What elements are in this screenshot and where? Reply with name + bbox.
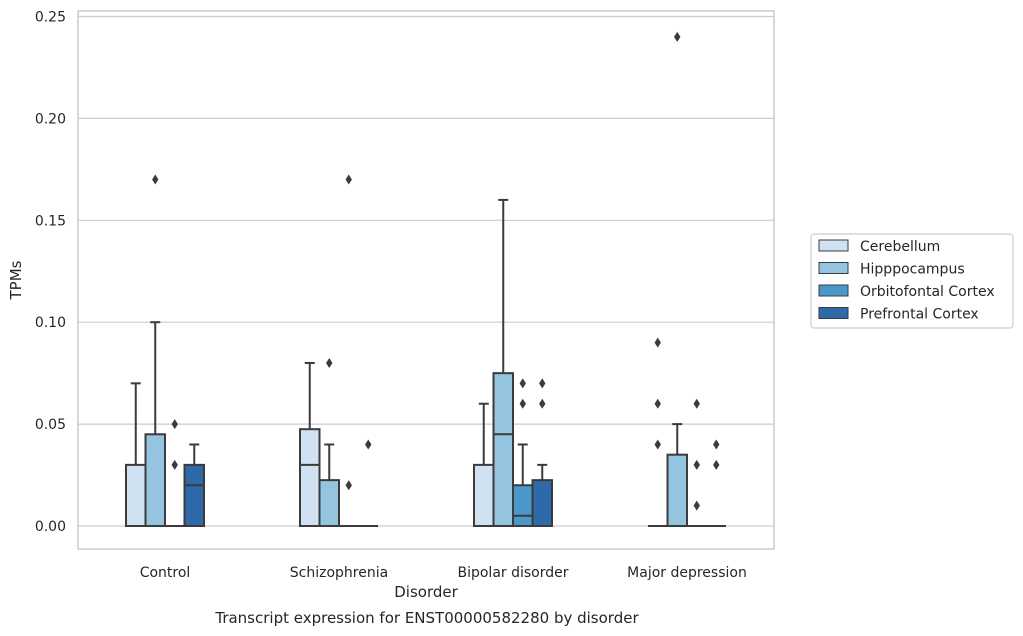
box-series <box>125 31 726 528</box>
box-hipppocampus <box>492 198 514 527</box>
box-orbitofontal-cortex <box>512 378 534 527</box>
box-prefrontal-cortex <box>358 439 378 527</box>
box <box>666 453 688 528</box>
legend: Cerebellum Hipppocampus Orbitofontal Corte… <box>810 233 1014 329</box>
outlier-point <box>345 174 352 185</box>
outlier-point <box>654 337 661 348</box>
chart-caption: Transcript expression for ENST0000058228… <box>214 609 639 627</box>
box-cerebellum <box>299 361 321 528</box>
legend-label: Prefrontal Cortex <box>860 307 979 323</box>
outlier-point <box>365 439 372 450</box>
outlier-point <box>171 459 178 470</box>
x-tick-label: Control <box>140 565 191 581</box>
box-cerebellum <box>473 402 495 527</box>
box <box>318 479 340 527</box>
box-cerebellum <box>648 337 668 527</box>
outlier-point <box>171 419 178 430</box>
y-tick-label: 0.10 <box>35 315 66 331</box>
outlier-point <box>654 398 661 409</box>
outlier-point <box>713 459 720 470</box>
box-orbitofontal-cortex <box>687 398 707 527</box>
y-tick-label: 0.05 <box>35 417 66 433</box>
outlier-point <box>693 459 700 470</box>
legend-label: Hipppocampus <box>860 262 965 278</box>
box-hipppocampus <box>318 357 340 527</box>
box-prefrontal-cortex <box>531 378 553 527</box>
y-tick-label: 0.15 <box>35 213 66 229</box>
legend-swatch <box>818 262 849 274</box>
box <box>299 428 321 528</box>
box <box>492 372 514 527</box>
plot-frame <box>77 10 775 550</box>
outlier-point <box>539 398 546 409</box>
box <box>183 463 205 527</box>
box <box>473 463 495 527</box>
x-tick-label: Bipolar disorder <box>457 565 568 581</box>
x-axis-ticks: Control Schizophrenia Bipolar disorder Majo… <box>140 565 747 581</box>
box-prefrontal-cortex <box>183 443 205 527</box>
legend-frame <box>810 233 1014 329</box>
box-hipppocampus <box>666 31 688 528</box>
y-tick-label: 0.20 <box>35 111 66 127</box>
outlier-point <box>345 480 352 491</box>
outlier-point <box>539 378 546 389</box>
legend-swatch <box>818 239 849 252</box>
outlier-point <box>693 500 700 511</box>
outlier-point <box>713 439 720 450</box>
y-axis-ticks: 0.00 0.05 0.10 0.15 0.20 0.25 <box>35 10 66 536</box>
y-tick-label: 0.00 <box>35 519 66 535</box>
box <box>512 484 534 527</box>
box-cerebellum <box>125 382 147 527</box>
x-tick-label: Major depression <box>627 565 747 581</box>
box <box>144 433 166 528</box>
outlier-point <box>519 378 526 389</box>
grid-lines <box>78 15 774 527</box>
box <box>531 479 553 527</box>
x-tick-label: Schizophrenia <box>290 565 388 581</box>
box-hipppocampus <box>144 174 166 528</box>
outlier-point <box>152 174 159 185</box>
y-tick-label: 0.25 <box>35 10 66 26</box>
box-orbitofontal-cortex <box>165 419 185 527</box>
box-prefrontal-cortex <box>706 439 726 527</box>
legend-swatch <box>818 307 849 319</box>
outlier-point <box>326 357 333 368</box>
legend-label: Cerebellum <box>860 239 940 255</box>
outlier-point <box>693 398 700 409</box>
outlier-point <box>674 31 681 42</box>
legend-label: Orbitofontal Cortex <box>860 284 995 300</box>
x-axis-label: Disorder <box>394 583 458 601</box>
outlier-point <box>654 439 661 450</box>
box-orbitofontal-cortex <box>339 174 359 527</box>
box <box>125 463 147 527</box>
y-axis-label: TPMs <box>7 260 25 300</box>
legend-swatch <box>818 284 849 297</box>
outlier-point <box>519 398 526 409</box>
